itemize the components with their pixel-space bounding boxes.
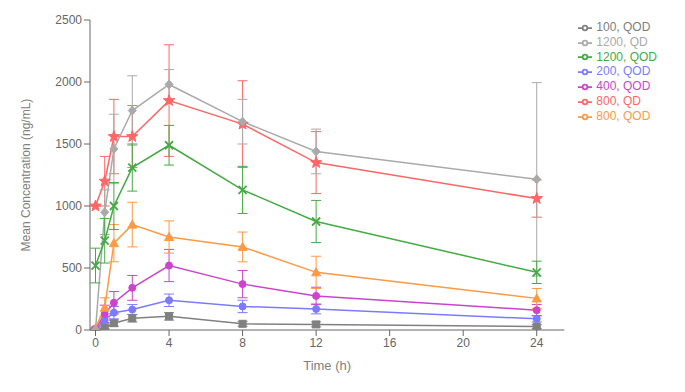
html-text:100, QOD: 100, QOD [596, 20, 651, 34]
svg-text:1000: 1000 [55, 199, 82, 213]
svg-text:8: 8 [239, 336, 246, 350]
html-text:1200, QD: 1200, QD [596, 34, 648, 49]
svg-text:1500: 1500 [55, 137, 82, 151]
svg-text:24: 24 [530, 336, 544, 350]
svg-text:Time (h): Time (h) [303, 358, 351, 373]
svg-text:12: 12 [309, 336, 323, 350]
svg-text:500: 500 [62, 261, 82, 275]
svg-text:0: 0 [75, 323, 82, 337]
svg-text:0: 0 [92, 336, 99, 350]
svg-text:Mean Concentration (ng/mL): Mean Concentration (ng/mL) [19, 99, 33, 252]
html-text:200, QOD: 200, QOD [596, 64, 651, 79]
svg-text:20: 20 [457, 336, 471, 350]
svg-text:16: 16 [383, 336, 397, 350]
svg-text:4: 4 [166, 336, 173, 350]
html-text:1200, QOD: 1200, QOD [596, 49, 657, 64]
html-text:400, QOD: 400, QOD [596, 79, 651, 94]
svg-text:2000: 2000 [55, 75, 82, 89]
html-text:800, QOD: 800, QOD [596, 109, 651, 123]
html-text:800, QD: 800, QD [596, 94, 641, 109]
svg-text:2500: 2500 [55, 13, 82, 27]
